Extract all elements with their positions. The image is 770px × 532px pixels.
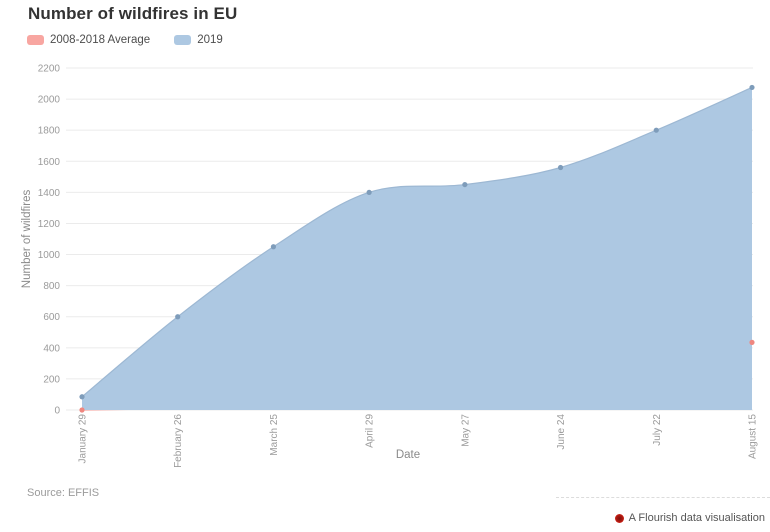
data-point-marker [79,394,85,400]
area-chart-canvas: 0 200 400 600 800 1000 1200 1400 1600 1800 2000 220… [21,64,759,468]
x-tick-label: August 15 [748,414,759,459]
flourish-attribution-link[interactable]: A Flourish data visualisation [614,512,765,524]
y-tick-label: 200 [43,374,60,385]
page-title: Number of wildfires in EU [28,4,238,23]
flourish-logo-icon [614,513,624,523]
y-tick-label: 400 [43,343,60,354]
data-point-marker [749,339,755,345]
y-tick-label: 1000 [38,250,61,261]
legend-label-average: 2008-2018 Average [50,34,151,46]
data-point-marker [749,84,755,91]
series-area-2019 [82,87,752,410]
data-point-marker [653,127,659,133]
x-tick-label: July 22 [652,414,663,446]
data-point-marker [366,189,372,195]
x-tick-label: February 26 [173,414,184,468]
flourish-attribution-label: A Flourish data visualisation [628,512,765,524]
legend-item-average[interactable]: 2008-2018 Average [27,34,150,46]
x-tick-label: May 27 [460,414,471,447]
x-tick-label: April 29 [365,414,376,448]
source-note: Source: EFFIS [27,487,100,499]
legend-item-2019[interactable]: 2019 [174,34,223,46]
y-axis-title: Number of wildfires [21,190,33,289]
legend-swatch-average-icon [27,35,44,45]
x-tick-label: January 29 [78,414,89,464]
data-point-marker [175,314,181,320]
y-tick-label: 1400 [38,188,61,199]
embed-divider [556,497,770,498]
y-tick-label: 2000 [38,95,61,106]
data-point-marker [79,407,85,413]
x-tick-label: June 24 [556,414,567,450]
data-point-marker [270,244,277,250]
legend-swatch-2019-icon [174,35,192,45]
x-tick-label: March 25 [269,414,280,456]
data-point-marker [462,181,468,188]
legend: 2008-2018 Average 2019 [27,34,223,46]
data-point-marker [557,164,564,171]
y-tick-label: 2200 [38,64,61,75]
x-axis-title: Date [396,449,420,461]
y-tick-label: 1200 [38,219,61,230]
y-tick-label: 1600 [38,157,61,168]
y-tick-label: 800 [43,281,60,292]
legend-label-2019: 2019 [197,34,223,46]
y-tick-label: 1800 [38,126,61,137]
y-tick-label: 600 [43,312,60,323]
y-tick-label: 0 [54,406,60,417]
